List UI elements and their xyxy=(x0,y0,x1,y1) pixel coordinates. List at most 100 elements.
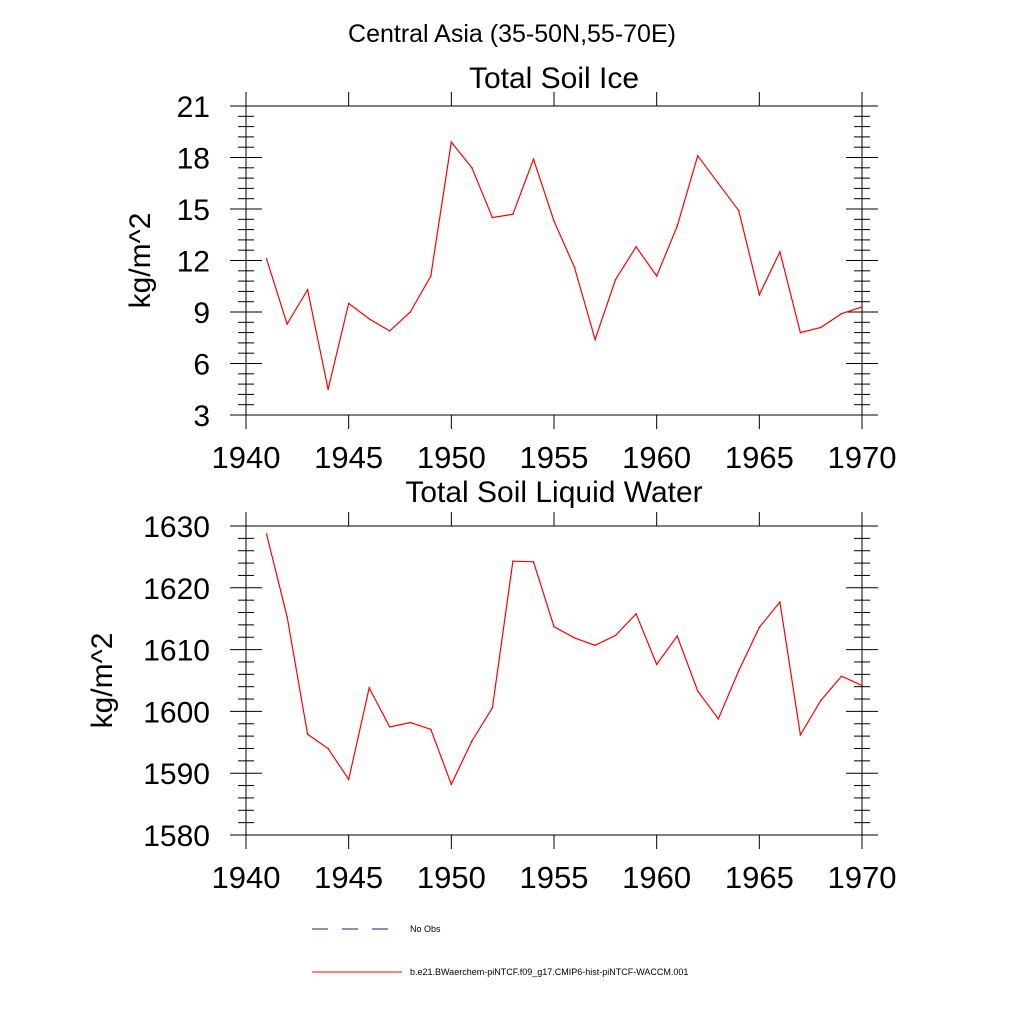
data-point xyxy=(799,734,802,736)
data-point xyxy=(696,690,699,692)
data-point xyxy=(491,706,494,709)
data-point xyxy=(861,306,863,308)
data-point xyxy=(471,740,473,742)
panel-total-soil-liquid-water: Total Soil Liquid Water 1580 1590 1600 1610 1… xyxy=(86,476,896,895)
data-point xyxy=(820,326,822,329)
data-point xyxy=(696,154,699,157)
x-tick-label: 1960 xyxy=(622,860,691,895)
x-tick-label: 1970 xyxy=(828,860,897,895)
x-tick-label: 1945 xyxy=(314,860,383,895)
y-tick-label: 6 xyxy=(193,349,210,382)
x-tick-label: 1950 xyxy=(417,440,486,475)
data-point xyxy=(512,213,514,215)
data-point xyxy=(409,721,412,724)
y-tick-label: 1610 xyxy=(143,635,210,668)
data-point xyxy=(553,625,555,628)
y-tick-label: 1600 xyxy=(143,696,210,729)
data-point xyxy=(635,612,637,615)
x-tick-label: 1965 xyxy=(725,860,794,895)
data-point xyxy=(594,644,596,647)
data-point xyxy=(388,330,391,332)
y-tick-label: 21 xyxy=(177,91,210,124)
data-point xyxy=(655,275,658,277)
x-tick-label: 1970 xyxy=(828,440,897,475)
y-tick-label: 1630 xyxy=(143,511,210,544)
data-point xyxy=(861,684,863,687)
y-tick-label: 1580 xyxy=(143,820,210,853)
data-point xyxy=(573,266,576,269)
data-point xyxy=(676,635,678,637)
panel-title: Total Soil Ice xyxy=(469,62,639,95)
x-tick-label: 1940 xyxy=(212,860,281,895)
data-point xyxy=(471,167,473,169)
data-point xyxy=(655,663,658,666)
data-point xyxy=(820,699,822,702)
y-axis-label: kg/m^2 xyxy=(124,213,157,309)
data-point xyxy=(409,311,412,313)
data-point xyxy=(512,560,514,563)
panel-total-soil-ice: Total Soil Ice 3 6 9 12 15 18 21 1940 1945 1950 195… xyxy=(124,62,896,475)
y-tick-label: 18 xyxy=(177,143,210,176)
x-tick-label: 1950 xyxy=(417,860,486,895)
data-point xyxy=(450,141,453,143)
data-point xyxy=(717,182,720,185)
x-tick-label: 1940 xyxy=(212,440,281,475)
data-point xyxy=(306,288,309,291)
data-point xyxy=(553,220,555,222)
data-point xyxy=(840,675,843,677)
data-point xyxy=(491,216,494,219)
data-point xyxy=(840,312,843,315)
y-tick-label: 9 xyxy=(193,297,210,330)
data-point xyxy=(368,318,371,320)
data-point xyxy=(594,338,596,341)
legend: No Obs b.e21.BWaerchem-piNTCF.f09_g17.CMI… xyxy=(312,924,688,977)
panel-title: Total Soil Liquid Water xyxy=(405,476,702,509)
x-tick-label: 1955 xyxy=(520,440,589,475)
data-point xyxy=(635,245,637,248)
data-point xyxy=(717,718,720,720)
x-tick-label: 1945 xyxy=(314,440,383,475)
data-point xyxy=(758,294,761,296)
data-point xyxy=(532,561,535,563)
data-point xyxy=(430,275,432,277)
data-point xyxy=(265,257,268,260)
data-point xyxy=(779,251,781,253)
data-point xyxy=(779,601,781,603)
plot-frame xyxy=(245,525,863,836)
data-point xyxy=(758,626,761,629)
data-point xyxy=(738,209,740,212)
data-point xyxy=(368,687,371,689)
y-axis-label: kg/m^2 xyxy=(86,633,119,729)
data-point xyxy=(573,637,576,639)
figure-main-title: Central Asia (35-50N,55-70E) xyxy=(348,20,676,48)
y-tick-label: 15 xyxy=(177,194,210,227)
data-point xyxy=(306,733,309,736)
data-point xyxy=(450,783,453,786)
data-point xyxy=(327,747,329,750)
data-point xyxy=(614,634,617,637)
x-tick-label: 1955 xyxy=(520,860,589,895)
data-point xyxy=(265,533,268,535)
data-point xyxy=(286,616,288,618)
data-point xyxy=(799,331,802,334)
data-point xyxy=(286,323,288,325)
plot-frame xyxy=(245,105,863,416)
x-tick-label: 1965 xyxy=(725,440,794,475)
legend-label: b.e21.BWaerchem-piNTCF.f09_g17.CMIP6-his… xyxy=(410,967,688,977)
data-point xyxy=(738,669,740,672)
data-point xyxy=(532,158,535,161)
data-point xyxy=(327,388,329,391)
data-point xyxy=(388,726,391,728)
y-tick-label: 1590 xyxy=(143,758,210,791)
data-point xyxy=(676,225,678,227)
data-point xyxy=(430,728,432,731)
y-tick-label: 1620 xyxy=(143,573,210,606)
data-point xyxy=(347,778,350,781)
data-point xyxy=(347,302,350,305)
series-line xyxy=(265,140,863,390)
legend-label: No Obs xyxy=(410,924,441,934)
series-line xyxy=(265,533,863,786)
x-tick-label: 1960 xyxy=(622,440,691,475)
data-point xyxy=(614,278,617,281)
